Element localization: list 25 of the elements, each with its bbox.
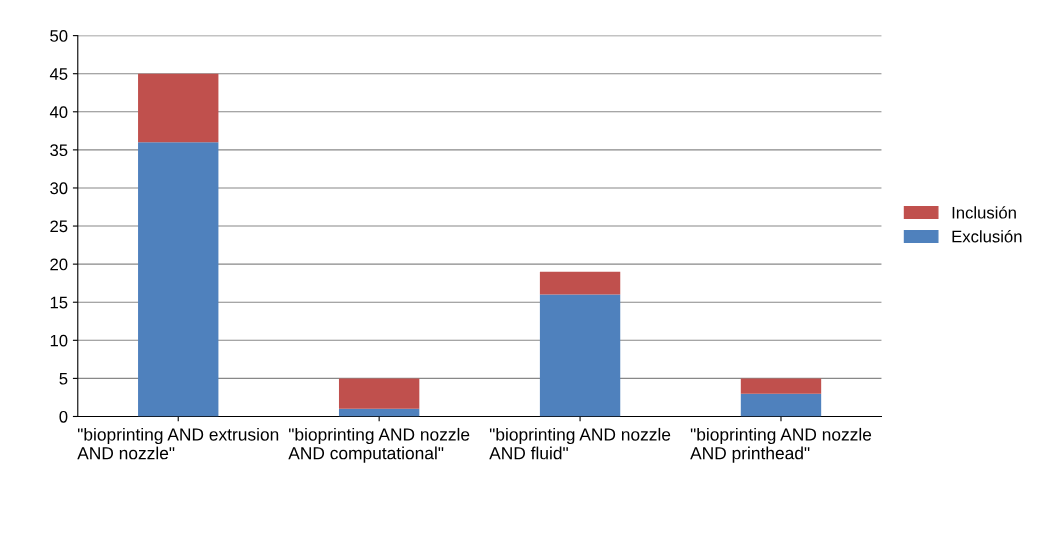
- legend-label: Inclusión: [952, 206, 1016, 219]
- bar: [138, 73, 219, 143]
- legend-label: Exclusión: [952, 230, 1022, 243]
- x-tick-label: "bioprinting AND nozzle AND printhead": [690, 427, 872, 463]
- bar: [740, 378, 822, 394]
- y-tick-label: 45: [49, 68, 68, 80]
- y-tick-label: 25: [50, 220, 68, 233]
- x-tick-label: "bioprinting AND nozzle AND fluid": [489, 427, 671, 460]
- bar: [338, 378, 420, 409]
- y-tick-label: 30: [50, 182, 68, 195]
- y-tick-label: 15: [50, 296, 68, 309]
- x-tick-label: "bioprinting AND nozzle AND computational": [288, 427, 470, 463]
- bar: [539, 294, 621, 417]
- x-tick-label: "bioprinting AND extrusion AND nozzle": [77, 427, 279, 460]
- y-tick-label: 40: [49, 106, 68, 118]
- y-tick-label: 20: [50, 258, 68, 271]
- y-tick-label: 35: [50, 144, 68, 157]
- bar: [740, 393, 822, 417]
- bar: [539, 271, 621, 295]
- y-tick-label: 10: [50, 334, 68, 347]
- bar: [338, 408, 420, 417]
- y-tick-label: 50: [50, 30, 68, 42]
- y-tick-label: 0: [59, 410, 68, 423]
- y-tick-label: 5: [59, 372, 68, 385]
- bar: [138, 142, 219, 417]
